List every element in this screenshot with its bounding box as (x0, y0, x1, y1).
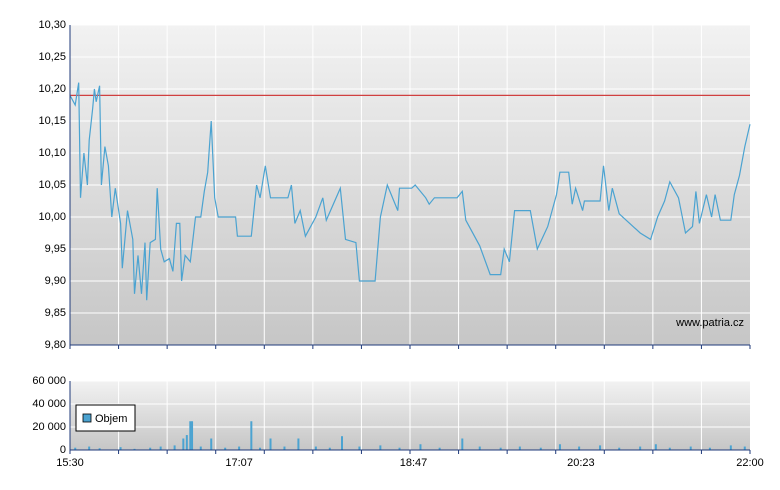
volume-bar (599, 445, 602, 450)
volume-bar (743, 446, 746, 450)
volume-bar (259, 447, 262, 450)
legend-swatch (82, 413, 92, 423)
volume-bar (159, 446, 162, 450)
volume-bar (358, 446, 361, 450)
volume-bar (461, 438, 464, 450)
y-tick-label: 10,20 (38, 83, 66, 95)
y-tick-label: 9,80 (45, 339, 66, 351)
volume-bar (119, 447, 122, 450)
volume-bar (558, 444, 561, 450)
volume-bar (173, 445, 176, 450)
y-tick-label: 10,00 (38, 211, 66, 223)
watermark: www.patria.cz (675, 317, 744, 329)
legend-label: Objem (95, 413, 127, 425)
volume-bar (328, 447, 331, 450)
x-tick-label: 22:00 (736, 457, 764, 469)
volume-bar (133, 448, 136, 450)
volume-bar (238, 446, 241, 450)
y-tick-label: 9,85 (45, 307, 66, 319)
volume-bar (74, 447, 77, 450)
volume-bar (88, 446, 91, 450)
volume-bar (182, 438, 185, 450)
x-tick-label: 20:23 (567, 457, 595, 469)
volume-bar (438, 447, 441, 450)
volume-bar (199, 446, 202, 450)
x-tick-label: 15:30 (56, 457, 84, 469)
volume-bar (478, 446, 481, 450)
volume-bar (191, 421, 194, 450)
y-tick-label: 0 (60, 444, 66, 456)
x-tick-label: 18:47 (400, 457, 428, 469)
y-tick-label: 10,10 (38, 147, 66, 159)
volume-bar (708, 447, 711, 450)
price-line (69, 82, 751, 301)
y-tick-label: 20 000 (32, 421, 66, 433)
y-tick-label: 9,95 (45, 243, 66, 255)
volume-bar (639, 446, 642, 450)
volume-bar (398, 447, 401, 450)
y-tick-label: 10,05 (38, 179, 66, 191)
volume-bar (499, 447, 502, 450)
x-tick-label: 17:07 (225, 457, 253, 469)
y-tick-label: 60 000 (32, 375, 66, 387)
volume-bar (314, 446, 317, 450)
volume-bar (668, 447, 671, 450)
volume-bar (419, 444, 422, 450)
volume-bar (689, 446, 692, 450)
volume-bar (224, 447, 227, 450)
volume-bar (341, 436, 343, 450)
volume-bar (210, 438, 213, 450)
volume-bar (269, 438, 272, 450)
volume-bar (98, 448, 101, 450)
volume-bar (149, 447, 152, 450)
volume-bar (189, 421, 192, 450)
y-tick-label: 10,30 (38, 19, 66, 31)
volume-bar (379, 445, 382, 450)
volume-bar (297, 438, 300, 450)
y-tick-label: 40 000 (32, 398, 66, 410)
volume-bar (185, 435, 188, 450)
volume-bar (578, 446, 581, 450)
volume-bar (654, 444, 657, 450)
y-tick-label: 10,15 (38, 115, 66, 127)
volume-bar (250, 421, 253, 450)
volume-bar (518, 446, 521, 450)
y-tick-label: 9,90 (45, 275, 66, 287)
y-tick-label: 10,25 (38, 51, 66, 63)
volume-bar (618, 447, 621, 450)
volume-bar (539, 447, 542, 450)
volume-bar (283, 446, 286, 450)
volume-bar (729, 445, 732, 450)
